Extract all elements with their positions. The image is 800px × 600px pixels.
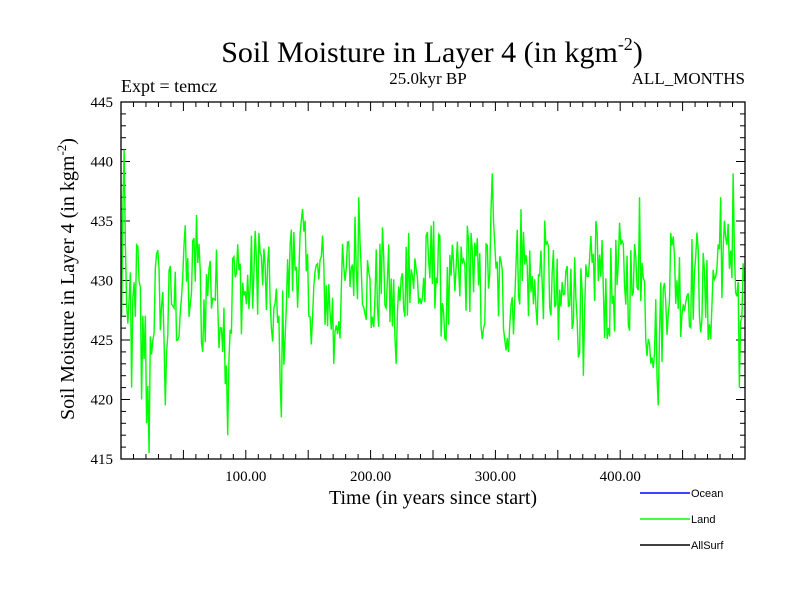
- series-group: [120, 149, 746, 454]
- y-tick-label: 425: [91, 333, 114, 349]
- x-tick-label: 100.00: [225, 469, 266, 485]
- legend-label-land: Land: [691, 514, 715, 526]
- x-tick-label: 300.00: [475, 469, 516, 485]
- x-tick-label: 400.00: [600, 469, 641, 485]
- legend-label-ocean: Ocean: [691, 488, 723, 500]
- chart-title: Soil Moisture in Layer 4 (in kgm-2): [221, 34, 643, 69]
- y-tick-label: 440: [91, 155, 114, 171]
- x-tick-label: 200.00: [350, 469, 391, 485]
- series-line-land: [120, 149, 746, 454]
- experiment-label: Expt = temcz: [121, 76, 217, 96]
- y-axis-label-close: ): [57, 138, 79, 145]
- y-axis-label: Soil Moisture in Layer 4 (in kgm-2): [54, 138, 79, 420]
- period-label: 25.0kyr BP: [389, 69, 466, 88]
- chart-title-superscript: -2: [618, 34, 633, 54]
- y-tick-label: 445: [91, 95, 114, 111]
- months-label: ALL_MONTHS: [632, 69, 745, 88]
- y-tick-label: 415: [91, 452, 114, 468]
- y-tick-label: 420: [91, 393, 114, 409]
- legend-label-allsurf: AllSurf: [691, 540, 724, 552]
- legend: Ocean Land AllSurf: [640, 488, 724, 552]
- axis-ticks: 415 420 425 430 435 440 445 100.00 200.00 300.00 4…: [91, 95, 745, 485]
- y-tick-label: 435: [91, 214, 114, 230]
- y-axis-label-superscript: -2: [54, 145, 69, 156]
- chart-title-text: Soil Moisture in Layer 4 (in kgm: [221, 36, 618, 69]
- y-tick-label: 430: [91, 274, 114, 290]
- chart-title-close: ): [633, 36, 643, 69]
- y-axis-label-text: Soil Moisture in Layer 4 (in kgm: [57, 155, 79, 420]
- x-axis-label: Time (in years since start): [329, 487, 537, 509]
- plot-frame: [120, 101, 746, 460]
